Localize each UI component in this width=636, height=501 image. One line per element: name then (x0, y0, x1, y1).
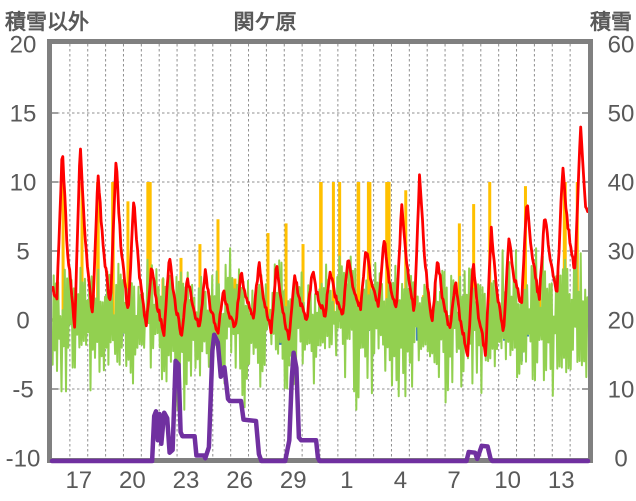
x-axis-tick-label: 10 (494, 467, 521, 494)
station-title: 関ケ原 (233, 11, 297, 34)
sunshine-bar (126, 201, 130, 320)
sunshine-bar (198, 244, 202, 320)
sunshine-bar (61, 182, 65, 320)
sunshine-bar (356, 182, 361, 320)
left-axis-title: 積雪以外 (5, 11, 89, 34)
sunshine-bar (538, 285, 542, 320)
x-axis-tick-label: 17 (65, 467, 92, 494)
sunshine-bar (216, 219, 220, 320)
x-axis-tick-label: 29 (280, 467, 307, 494)
x-axis-tick-label: 20 (119, 467, 146, 494)
y-axis-left-tick-label: 5 (16, 239, 29, 266)
y-axis-left-tick-label: 10 (10, 170, 37, 197)
sunshine-bar (575, 182, 579, 320)
x-axis-tick-label: 4 (394, 467, 407, 494)
sunshine-bar (472, 204, 476, 320)
sunshine-bar (366, 182, 372, 320)
y-axis-left-tick-label: 20 (10, 32, 37, 59)
y-axis-left-tick-label: 0 (16, 308, 29, 335)
y-axis-left-tick-label: -10 (6, 446, 41, 473)
sunshine-bar (457, 223, 461, 320)
y-axis-right-tick-label: 10 (608, 377, 635, 404)
x-axis-tick-label: 7 (447, 467, 460, 494)
sunshine-bar (266, 233, 270, 320)
x-axis-tick-label: 13 (548, 467, 575, 494)
x-axis-tick-label: 1 (340, 467, 353, 494)
y-axis-right-tick-label: 60 (608, 32, 635, 59)
sunshine-bar (96, 182, 100, 320)
sunshine-bar (562, 182, 567, 320)
sunshine-bar (284, 223, 288, 320)
sunshine-bar (301, 244, 305, 320)
snow-depth-line (49, 332, 591, 464)
y-axis-right-tick-label: 30 (608, 239, 635, 266)
sunshine-bar (319, 182, 323, 320)
x-axis-tick-label: 26 (226, 467, 253, 494)
y-axis-left-tick-label: 15 (10, 101, 37, 128)
sunshine-bar (338, 182, 342, 320)
sunshine-bar (80, 182, 84, 320)
y-axis-left-tick-label: -5 (12, 377, 33, 404)
sunshine-bar (146, 182, 152, 320)
x-axis-tick-label: 23 (173, 467, 200, 494)
sunshine-bar (385, 182, 391, 320)
right-axis-title: 積雪 (590, 11, 632, 34)
y-axis-right-tick-label: 40 (608, 170, 635, 197)
temperature-line (50, 125, 589, 358)
sunshine-bar (331, 182, 335, 320)
y-axis-right-tick-label: 0 (614, 446, 627, 473)
y-axis-right-tick-label: 50 (608, 101, 635, 128)
y-axis-right-tick-label: 20 (608, 308, 635, 335)
